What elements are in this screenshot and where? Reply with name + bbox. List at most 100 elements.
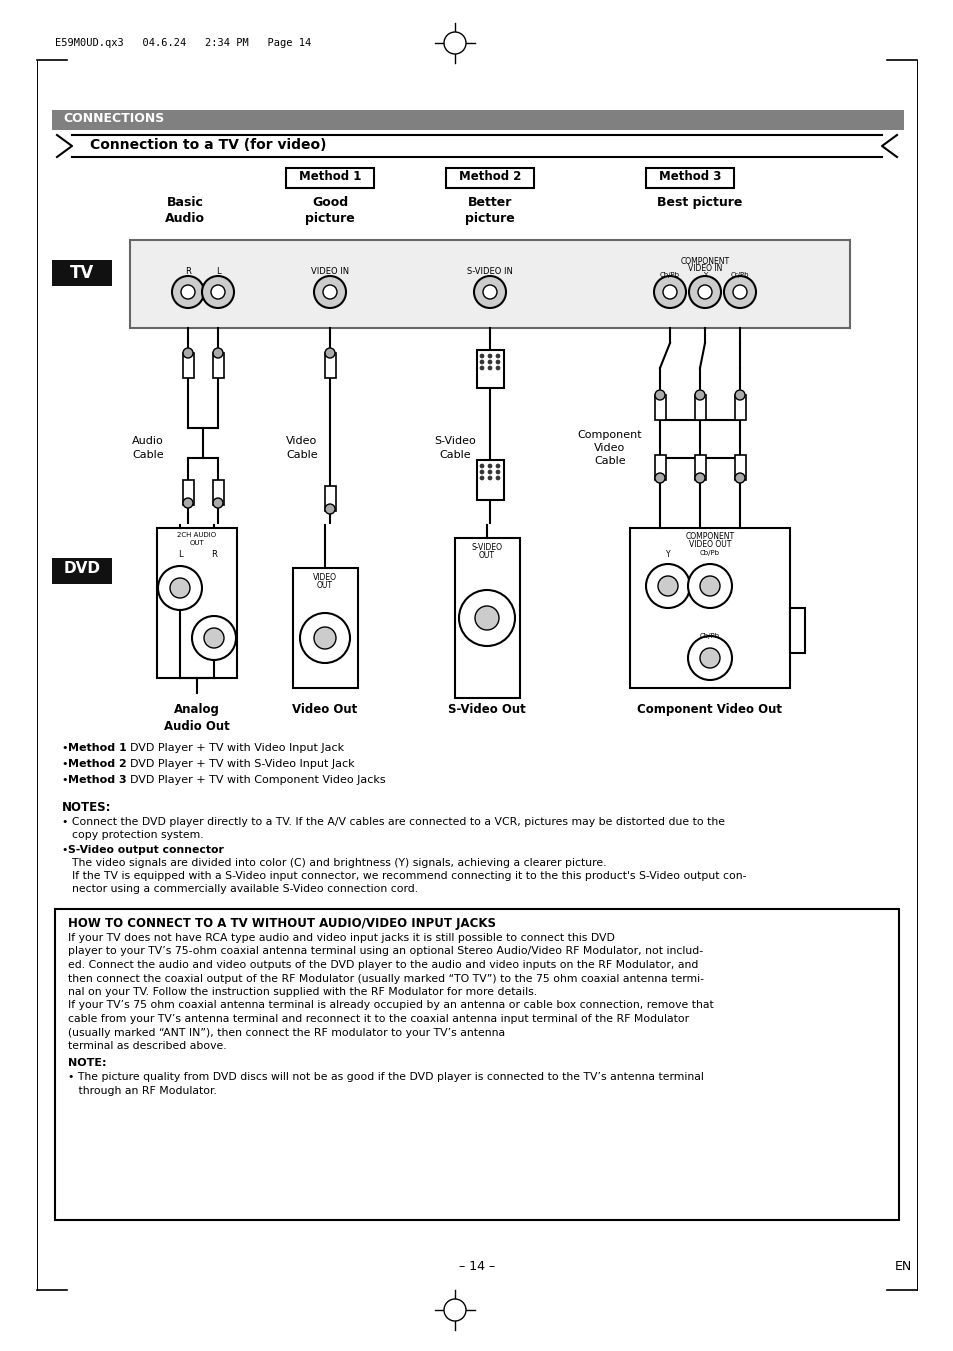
Text: terminal as described above.: terminal as described above.	[68, 1042, 227, 1051]
Circle shape	[325, 349, 335, 358]
Bar	[213, 480, 224, 505]
Text: The video signals are divided into color (C) and brightness (Y) signals, achievi: The video signals are divided into color…	[65, 858, 606, 867]
Text: Video Out: Video Out	[292, 703, 357, 716]
Bar	[52, 259, 112, 286]
Text: Cb/Pb: Cb/Pb	[700, 550, 720, 557]
Circle shape	[488, 470, 492, 474]
Text: through an RF Modulator.: through an RF Modulator.	[68, 1085, 216, 1096]
Text: Cr/Pb: Cr/Pb	[730, 272, 748, 278]
Bar	[325, 353, 335, 378]
Text: COMPONENT: COMPONENT	[679, 257, 729, 266]
Text: VIDEO OUT: VIDEO OUT	[688, 540, 730, 549]
Circle shape	[479, 354, 483, 358]
Circle shape	[475, 607, 498, 630]
Text: player to your TV’s 75-ohm coaxial antenna terminal using an optional Stereo Aud: player to your TV’s 75-ohm coaxial anten…	[68, 947, 702, 957]
Text: Y: Y	[702, 272, 706, 278]
Bar	[286, 168, 374, 188]
Circle shape	[654, 276, 685, 308]
Text: Method 2: Method 2	[68, 759, 127, 769]
Bar	[645, 168, 733, 188]
Text: • The picture quality from DVD discs will not be as good if the DVD player is co: • The picture quality from DVD discs wil…	[68, 1073, 703, 1082]
Bar	[734, 455, 745, 480]
Bar	[52, 558, 112, 584]
Text: VIDEO: VIDEO	[313, 573, 336, 582]
Circle shape	[443, 1300, 465, 1321]
Text: If your TV’s 75 ohm coaxial antenna terminal is already occupied by an antenna o: If your TV’s 75 ohm coaxial antenna term…	[68, 1001, 713, 1011]
Text: EN: EN	[894, 1260, 911, 1273]
Text: Better
picture: Better picture	[465, 196, 515, 226]
Text: OUT: OUT	[478, 551, 495, 561]
Bar	[183, 353, 193, 378]
Circle shape	[323, 285, 336, 299]
Circle shape	[482, 285, 497, 299]
Text: Basic
Audio: Basic Audio	[165, 196, 205, 226]
Circle shape	[479, 463, 483, 467]
Bar	[213, 353, 224, 378]
Text: Connection to a TV (for video): Connection to a TV (for video)	[90, 138, 326, 153]
Bar	[789, 608, 804, 653]
Bar	[655, 394, 665, 420]
Text: Method 3: Method 3	[659, 170, 720, 182]
Bar	[446, 168, 534, 188]
Text: – 14 –: – 14 –	[458, 1260, 495, 1273]
Circle shape	[325, 504, 335, 513]
Text: HOW TO CONNECT TO A TV WITHOUT AUDIO/VIDEO INPUT JACKS: HOW TO CONNECT TO A TV WITHOUT AUDIO/VID…	[68, 917, 496, 929]
Circle shape	[658, 576, 678, 596]
Circle shape	[655, 390, 664, 400]
Text: Component Video Out: Component Video Out	[637, 703, 781, 716]
Text: Analog
Audio Out: Analog Audio Out	[164, 703, 230, 732]
Text: Video
Cable: Video Cable	[286, 436, 317, 459]
Bar	[325, 486, 335, 511]
Text: OUT: OUT	[190, 540, 204, 546]
Bar	[655, 455, 665, 480]
Circle shape	[479, 476, 483, 480]
Text: 2CH AUDIO: 2CH AUDIO	[177, 532, 216, 538]
Text: •: •	[62, 775, 71, 785]
Circle shape	[662, 285, 677, 299]
Circle shape	[170, 578, 190, 598]
Circle shape	[479, 470, 483, 474]
Bar	[695, 394, 705, 420]
Circle shape	[695, 473, 704, 484]
Text: L: L	[215, 267, 220, 276]
Bar	[55, 909, 898, 1220]
Text: VIDEO IN: VIDEO IN	[687, 263, 721, 273]
Text: L: L	[177, 550, 182, 559]
Text: •: •	[62, 743, 71, 753]
Bar	[157, 528, 236, 678]
Text: DVD Player + TV with Component Video Jacks: DVD Player + TV with Component Video Jac…	[123, 775, 385, 785]
Circle shape	[443, 32, 465, 54]
Circle shape	[474, 276, 505, 308]
Bar	[293, 567, 357, 688]
Circle shape	[700, 576, 720, 596]
Circle shape	[700, 648, 720, 667]
Bar	[130, 240, 849, 328]
Text: Method 2: Method 2	[458, 170, 520, 182]
Text: Method 1: Method 1	[68, 743, 127, 753]
Text: Method 3: Method 3	[68, 775, 127, 785]
Circle shape	[734, 390, 744, 400]
Circle shape	[488, 476, 492, 480]
Text: TV: TV	[70, 263, 94, 282]
Circle shape	[299, 613, 350, 663]
Circle shape	[204, 628, 224, 648]
Text: Method 1: Method 1	[298, 170, 361, 182]
Circle shape	[192, 616, 235, 661]
Circle shape	[181, 285, 194, 299]
Circle shape	[479, 366, 483, 370]
Circle shape	[496, 366, 499, 370]
Circle shape	[496, 470, 499, 474]
Text: nal on your TV. Follow the instruction supplied with the RF Modulator for more d: nal on your TV. Follow the instruction s…	[68, 988, 537, 997]
Text: (usually marked “ANT IN”), then connect the RF modulator to your TV’s antenna: (usually marked “ANT IN”), then connect …	[68, 1028, 504, 1038]
Circle shape	[496, 354, 499, 358]
Circle shape	[488, 463, 492, 467]
Text: DVD: DVD	[64, 561, 100, 576]
Text: If your TV does not have RCA type audio and video input jacks it is still possib: If your TV does not have RCA type audio …	[68, 934, 615, 943]
Text: S-Video Out: S-Video Out	[448, 703, 525, 716]
Circle shape	[655, 473, 664, 484]
Text: NOTES:: NOTES:	[62, 801, 112, 815]
Circle shape	[687, 563, 731, 608]
Text: S-Video
Cable: S-Video Cable	[434, 436, 476, 459]
Bar	[629, 528, 789, 688]
Text: Y: Y	[665, 550, 670, 559]
